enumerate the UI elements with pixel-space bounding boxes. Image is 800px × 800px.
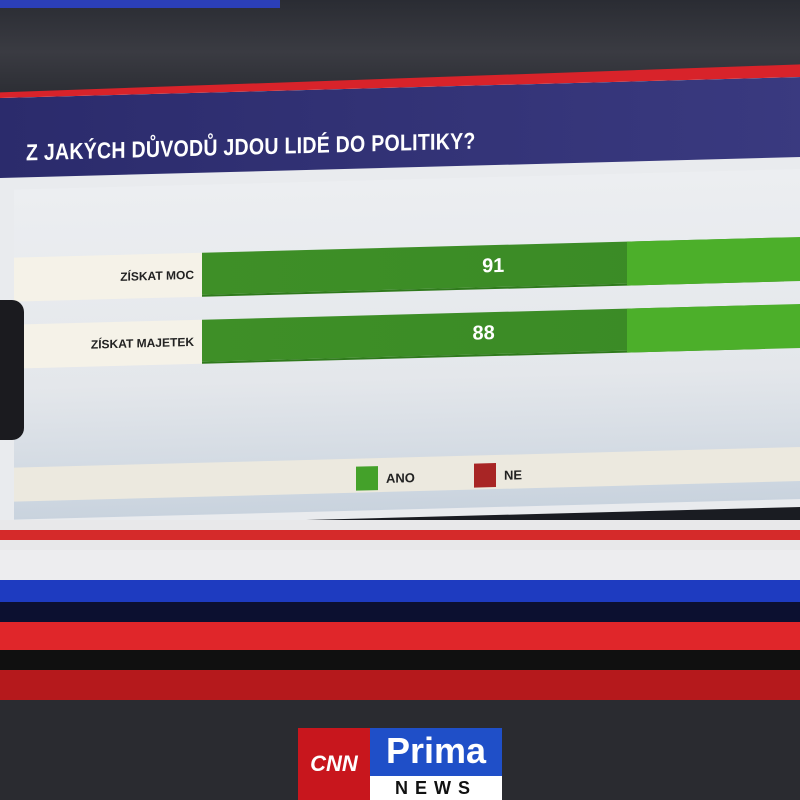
chart-title: Z JAKÝCH DŮVODŮ JDOU LIDÉ DO POLITIKY? <box>26 127 476 166</box>
studio-floor <box>0 520 800 800</box>
channel-logo: CNN Prima NEWS <box>298 728 502 800</box>
legend-item-ne: NE <box>474 462 523 488</box>
legend-label-ano: ANO <box>386 469 415 486</box>
category-label: ZÍSKAT MAJETEK <box>14 319 202 369</box>
data-label: 91 <box>482 254 505 277</box>
legend-swatch-ano <box>356 466 378 491</box>
chart-screen: Z JAKÝCH DŮVODŮ JDOU LIDÉ DO POLITIKY? Z… <box>0 76 800 529</box>
studio-stripe <box>0 0 280 8</box>
legend-item-ano: ANO <box>356 465 415 491</box>
bar-ano-highlight <box>627 233 800 286</box>
cnn-logo: CNN <box>298 728 370 800</box>
data-label: 88 <box>472 321 495 345</box>
presenter <box>0 300 24 440</box>
prima-logo: Prima NEWS <box>370 728 502 800</box>
category-label: ZÍSKAT MOC <box>14 252 202 302</box>
legend-swatch-ne <box>474 463 496 488</box>
bar-ano-highlight <box>627 300 800 353</box>
bar-row: ZÍSKAT MOC 91 <box>14 233 800 302</box>
news-text: NEWS <box>370 776 502 800</box>
bar-row: ZÍSKAT MAJETEK 88 <box>14 300 800 369</box>
legend-label-ne: NE <box>504 466 523 483</box>
prima-text: Prima <box>385 730 487 771</box>
